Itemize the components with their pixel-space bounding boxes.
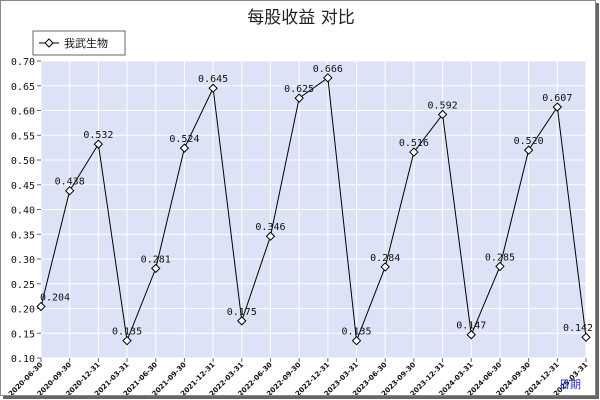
y-tick-label: 0.45	[11, 181, 35, 192]
y-tick-label: 0.65	[11, 82, 35, 93]
y-tick-label: 0.15	[11, 329, 35, 340]
y-tick-label: 0.35	[11, 230, 35, 241]
data-value-label: 0.284	[370, 253, 400, 264]
data-value-label: 0.666	[313, 64, 343, 75]
y-tick-label: 0.70	[11, 57, 35, 68]
data-point-marker	[495, 261, 505, 272]
data-value-label: 0.607	[542, 93, 572, 104]
data-point-marker	[64, 185, 75, 196]
data-value-label: 0.645	[198, 74, 228, 85]
y-tick-label: 0.40	[11, 206, 35, 217]
x-axis-ticks: 2020-06-302020-09-302020-12-312021-03-31…	[7, 358, 590, 395]
legend: 我武生物	[32, 30, 126, 56]
data-value-label: 0.285	[485, 252, 515, 263]
data-value-label: 0.142	[563, 323, 593, 334]
data-point-marker	[151, 263, 161, 274]
y-tick-label: 0.60	[11, 107, 35, 118]
data-point-marker	[409, 147, 419, 157]
data-point-marker	[179, 143, 190, 153]
data-value-label: 0.438	[55, 177, 85, 188]
y-tick-label: 0.20	[11, 305, 35, 316]
y-tick-label: 0.30	[11, 255, 35, 266]
data-value-label: 0.281	[141, 254, 171, 265]
data-point-marker	[208, 83, 218, 93]
data-point-marker	[351, 335, 362, 346]
y-tick-label: 0.25	[11, 280, 35, 291]
data-point-marker	[36, 301, 46, 312]
data-point-marker	[581, 332, 591, 342]
data-value-label: 0.135	[112, 327, 142, 338]
data-value-label: 0.135	[341, 327, 371, 338]
data-point-marker	[294, 93, 304, 103]
chart-title: 每股收益 对比	[247, 8, 354, 28]
data-point-marker	[237, 316, 247, 326]
data-point-marker	[437, 109, 448, 120]
data-point-marker	[552, 102, 563, 112]
data-value-label: 0.147	[456, 321, 486, 332]
data-value-label: 0.346	[255, 222, 285, 233]
y-tick-label: 0.10	[11, 354, 35, 365]
x-axis-unit-label: 日期	[559, 378, 581, 391]
y-axis-ticks: 0.10 0.15 0.20 0.25 0.30 0.35 0.40 0.45 0.50 0.55…	[11, 57, 41, 365]
series-group: 0.204 0.438 0.532 0.135 0.281 0.524 0.645 0.175…	[36, 64, 593, 346]
y-tick-label: 0.55	[11, 131, 35, 142]
data-point-marker	[466, 330, 476, 340]
y-tick-label: 0.50	[11, 156, 35, 167]
data-point-marker	[523, 145, 534, 155]
data-point-marker	[323, 73, 333, 83]
data-point-marker	[122, 335, 132, 346]
data-value-label: 0.524	[169, 134, 199, 145]
data-value-label: 0.204	[40, 293, 70, 304]
legend-diamond-marker	[44, 38, 54, 48]
data-value-label: 0.532	[83, 130, 113, 141]
data-point-marker	[265, 231, 276, 241]
eps-comparison-chart: 0.10 0.15 0.20 0.25 0.30 0.35 0.40 0.45 0.50 0.55…	[7, 8, 593, 395]
legend-series-name: 我武生物	[64, 36, 108, 50]
data-value-label: 0.175	[227, 307, 257, 318]
data-value-label: 0.520	[514, 136, 544, 147]
data-value-label: 0.516	[399, 138, 429, 149]
data-point-marker	[93, 139, 104, 149]
data-value-label: 0.592	[428, 100, 458, 111]
data-point-marker	[380, 262, 390, 272]
series-line-我武生物	[40, 76, 587, 343]
data-value-label: 0.625	[284, 84, 314, 95]
